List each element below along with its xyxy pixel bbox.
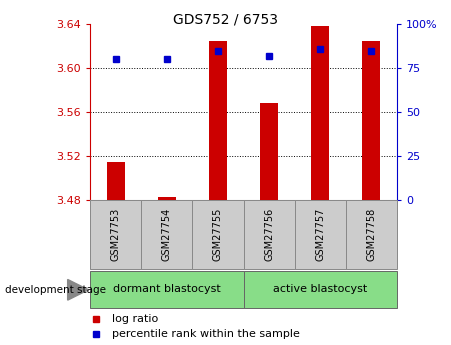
Text: development stage: development stage — [5, 285, 106, 295]
Bar — [107, 161, 124, 200]
Text: GSM27758: GSM27758 — [366, 208, 376, 261]
Bar — [158, 197, 176, 200]
Polygon shape — [68, 279, 88, 300]
Text: GSM27755: GSM27755 — [213, 208, 223, 261]
Bar — [362, 41, 380, 200]
Bar — [141, 200, 193, 269]
Bar — [260, 103, 278, 200]
Bar — [90, 200, 141, 269]
Text: GSM27753: GSM27753 — [111, 208, 121, 261]
Text: dormant blastocyst: dormant blastocyst — [113, 284, 221, 294]
Text: GSM27754: GSM27754 — [162, 208, 172, 261]
Text: GSM27756: GSM27756 — [264, 208, 274, 261]
Bar — [311, 26, 329, 200]
Bar — [295, 200, 346, 269]
Bar — [244, 271, 397, 308]
Text: active blastocyst: active blastocyst — [273, 284, 367, 294]
Bar — [209, 41, 227, 200]
Bar — [244, 200, 295, 269]
Bar — [90, 271, 244, 308]
Bar — [346, 200, 397, 269]
Text: log ratio: log ratio — [112, 314, 158, 324]
Text: percentile rank within the sample: percentile rank within the sample — [112, 329, 299, 339]
Bar — [193, 200, 244, 269]
Text: GDS752 / 6753: GDS752 / 6753 — [173, 12, 278, 26]
Text: GSM27757: GSM27757 — [315, 208, 325, 261]
